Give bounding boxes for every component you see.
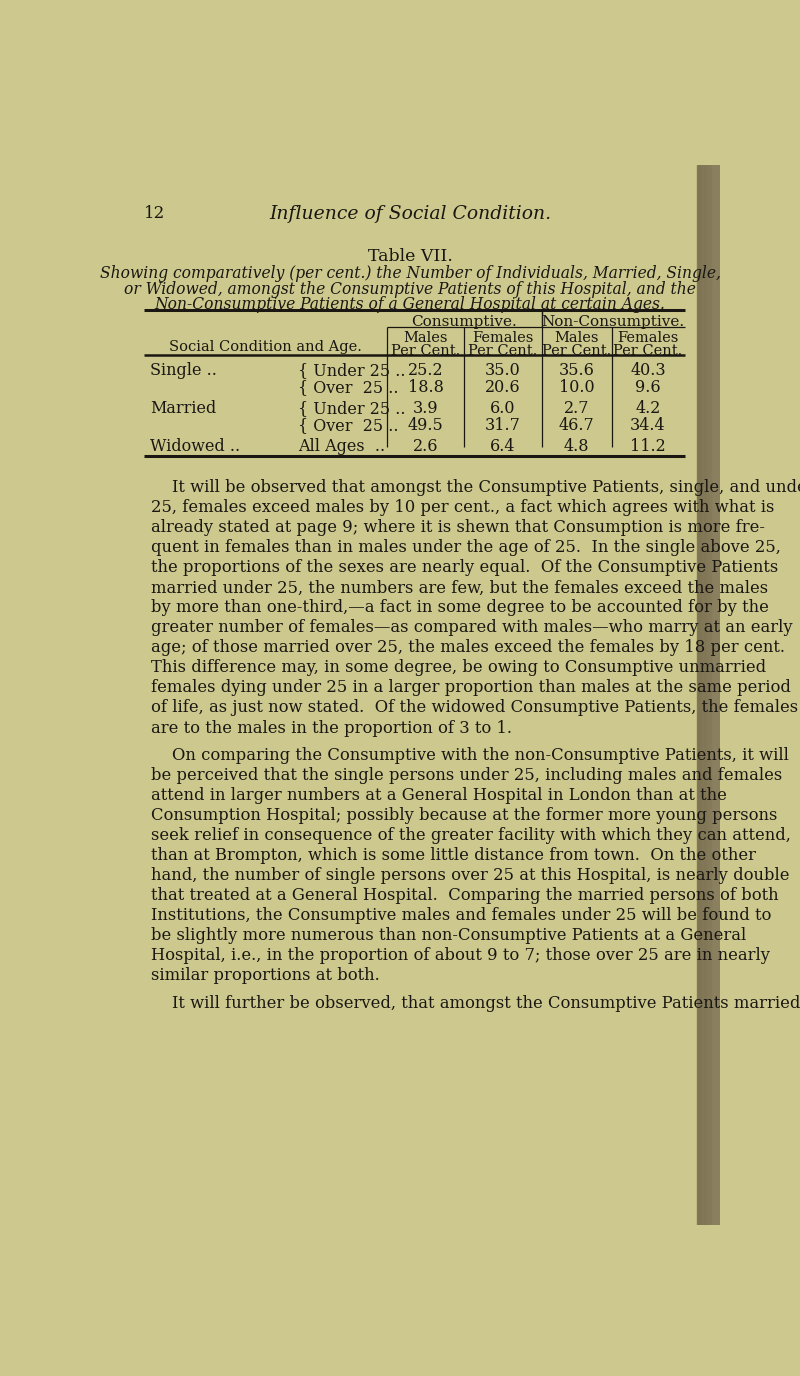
Text: 10.0: 10.0 (559, 380, 594, 396)
Text: 18.8: 18.8 (407, 380, 443, 396)
Text: attend in larger numbers at a General Hospital in London than at the: attend in larger numbers at a General Ho… (151, 787, 727, 805)
Text: Females: Females (472, 332, 534, 345)
Text: 6.4: 6.4 (490, 438, 516, 454)
Text: 31.7: 31.7 (485, 417, 521, 433)
Text: 2.7: 2.7 (564, 400, 590, 417)
Text: Social Condition and Age.: Social Condition and Age. (169, 340, 362, 354)
Text: Table VII.: Table VII. (367, 248, 453, 266)
Text: 40.3: 40.3 (630, 362, 666, 380)
Text: { Under 25 ..: { Under 25 .. (298, 362, 405, 380)
Text: be perceived that the single persons under 25, including males and females: be perceived that the single persons und… (151, 768, 782, 784)
Text: Institutions, the Consumptive males and females under 25 will be found to: Institutions, the Consumptive males and … (151, 907, 771, 925)
Text: seek relief in consequence of the greater facility with which they can attend,: seek relief in consequence of the greate… (151, 827, 791, 845)
Text: { Under 25 ..: { Under 25 .. (298, 400, 405, 417)
Text: 4.8: 4.8 (564, 438, 590, 454)
Text: 35.0: 35.0 (485, 362, 521, 380)
Text: 11.2: 11.2 (630, 438, 666, 454)
Text: Consumption Hospital; possibly because at the former more young persons: Consumption Hospital; possibly because a… (151, 808, 778, 824)
Text: females dying under 25 in a larger proportion than males at the same period: females dying under 25 in a larger propo… (151, 680, 791, 696)
Text: 49.5: 49.5 (408, 417, 443, 433)
Text: Per Cent.: Per Cent. (468, 344, 538, 358)
Text: greater number of females—as compared with males—who marry at an early: greater number of females—as compared wi… (151, 619, 793, 637)
Text: be slightly more numerous than non-Consumptive Patients at a General: be slightly more numerous than non-Consu… (151, 927, 746, 944)
Text: 34.4: 34.4 (630, 417, 666, 433)
Text: { Over  25 ..: { Over 25 .. (298, 417, 398, 433)
Text: Females: Females (618, 332, 678, 345)
Text: 4.2: 4.2 (635, 400, 661, 417)
Text: 35.6: 35.6 (558, 362, 594, 380)
Text: All Ages  ..: All Ages .. (298, 438, 385, 454)
Text: age; of those married over 25, the males exceed the females by 18 per cent.: age; of those married over 25, the males… (151, 640, 785, 656)
Text: 20.6: 20.6 (485, 380, 521, 396)
Text: married under 25, the numbers are few, but the females exceed the males: married under 25, the numbers are few, b… (151, 579, 768, 596)
Text: 9.6: 9.6 (635, 380, 661, 396)
Text: or Widowed, amongst the Consumptive Patients of this Hospital, and the: or Widowed, amongst the Consumptive Pati… (124, 281, 696, 297)
Text: quent in females than in males under the age of 25.  In the single above 25,: quent in females than in males under the… (151, 539, 781, 556)
Text: 2.6: 2.6 (413, 438, 438, 454)
Text: On comparing the Consumptive with the non-Consumptive Patients, it will: On comparing the Consumptive with the no… (151, 747, 789, 764)
Text: Per Cent.: Per Cent. (542, 344, 611, 358)
Text: Married: Married (150, 400, 217, 417)
Text: of life, as just now stated.  Of the widowed Consumptive Patients, the females: of life, as just now stated. Of the wido… (151, 699, 798, 717)
Text: are to the males in the proportion of 3 to 1.: are to the males in the proportion of 3 … (151, 720, 512, 736)
Text: Consumptive.: Consumptive. (411, 315, 517, 329)
Text: Showing comparatively (per cent.) the Number of Individuals, Married, Single,: Showing comparatively (per cent.) the Nu… (99, 266, 721, 282)
Text: 12: 12 (144, 205, 166, 222)
Text: similar proportions at both.: similar proportions at both. (151, 967, 380, 984)
Text: 6.0: 6.0 (490, 400, 516, 417)
Text: Hospital, i.e., in the proportion of about 9 to 7; those over 25 are in nearly: Hospital, i.e., in the proportion of abo… (151, 948, 770, 965)
Text: hand, the number of single persons over 25 at this Hospital, is nearly double: hand, the number of single persons over … (151, 867, 790, 885)
Text: 25, females exceed males by 10 per cent., a fact which agrees with what is: 25, females exceed males by 10 per cent.… (151, 499, 774, 516)
Text: It will further be observed, that amongst the Consumptive Patients married: It will further be observed, that amongs… (151, 995, 800, 1013)
Text: by more than one-third,—a fact in some degree to be accounted for by the: by more than one-third,—a fact in some d… (151, 600, 769, 616)
Bar (697, 165, 720, 1225)
Text: Per Cent.: Per Cent. (391, 344, 460, 358)
Text: Males: Males (554, 332, 599, 345)
Text: Single ..: Single .. (150, 362, 218, 380)
Text: { Over  25 ..: { Over 25 .. (298, 380, 398, 396)
Text: It will be observed that amongst the Consumptive Patients, single, and under: It will be observed that amongst the Con… (151, 479, 800, 497)
Text: 46.7: 46.7 (558, 417, 594, 433)
Text: Males: Males (403, 332, 448, 345)
Text: 3.9: 3.9 (413, 400, 438, 417)
Text: than at Brompton, which is some little distance from town.  On the other: than at Brompton, which is some little d… (151, 848, 756, 864)
Text: the proportions of the sexes are nearly equal.  Of the Consumptive Patients: the proportions of the sexes are nearly … (151, 560, 778, 577)
Text: Non-Consumptive.: Non-Consumptive. (542, 315, 685, 329)
Text: Non-Consumptive Patients of a General Hospital at certain Ages.: Non-Consumptive Patients of a General Ho… (154, 296, 666, 312)
Text: This difference may, in some degree, be owing to Consumptive unmarried: This difference may, in some degree, be … (151, 659, 766, 677)
Text: 25.2: 25.2 (408, 362, 443, 380)
Text: Widowed ..: Widowed .. (150, 438, 241, 454)
Text: that treated at a General Hospital.  Comparing the married persons of both: that treated at a General Hospital. Comp… (151, 888, 778, 904)
Text: Per Cent.: Per Cent. (614, 344, 682, 358)
Text: already stated at page 9; where it is shewn that Consumption is more fre-: already stated at page 9; where it is sh… (151, 519, 765, 537)
Text: Influence of Social Condition.: Influence of Social Condition. (269, 205, 551, 223)
